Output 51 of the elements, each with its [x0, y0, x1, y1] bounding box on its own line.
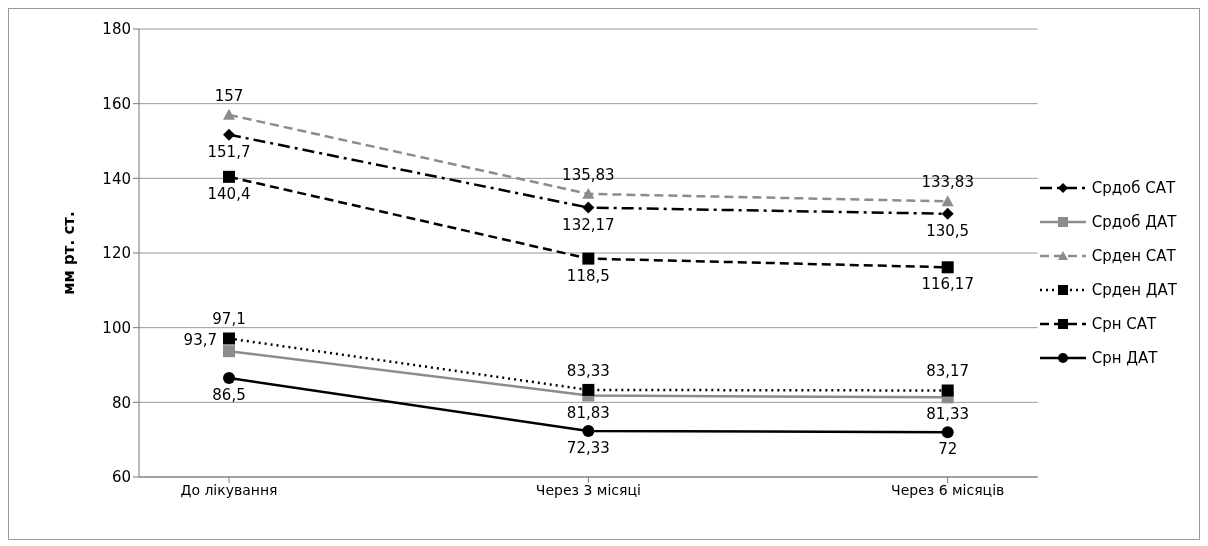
data-label: 140,4	[207, 184, 251, 203]
point	[223, 345, 235, 358]
x-tick-label: Через 6 місяців	[891, 481, 1005, 498]
data-label: 83,33	[566, 361, 610, 380]
data-label: 132,17	[562, 215, 615, 234]
data-label: 83,17	[926, 362, 970, 381]
point	[582, 201, 595, 214]
data-label: 81,83	[566, 403, 610, 422]
x-tick-label: Через 3 місяці	[535, 481, 641, 498]
point	[941, 426, 954, 439]
data-label: 97,1	[212, 310, 246, 329]
data-label: 157	[214, 86, 244, 105]
data-label: 135,83	[562, 165, 615, 184]
legend-label: Срден САТ	[1091, 247, 1176, 265]
point	[582, 383, 595, 396]
y-tick-label: 100	[102, 318, 131, 337]
point	[223, 332, 235, 345]
y-tick-label: 180	[102, 20, 131, 39]
data-label: 81,33	[926, 405, 970, 424]
y-tick-label: 160	[102, 94, 131, 113]
legend-label: Срдоб САТ	[1091, 179, 1176, 197]
point	[582, 252, 595, 265]
y-tick-label: 140	[102, 169, 131, 188]
point	[223, 108, 235, 120]
y-tick-label: 80	[111, 393, 131, 412]
point	[223, 170, 235, 183]
point	[941, 384, 954, 397]
point	[941, 261, 954, 274]
legend-label: Срн ДАТ	[1091, 349, 1158, 367]
data-label: 93,7	[183, 331, 217, 350]
data-label: 116,17	[921, 275, 974, 294]
data-label: 151,7	[207, 142, 251, 161]
legend-label: Срдоб ДАТ	[1091, 213, 1177, 231]
y-tick-label: 120	[102, 244, 131, 263]
point	[941, 207, 954, 220]
data-label: 72	[938, 440, 958, 459]
data-label: 130,5	[926, 221, 970, 240]
point	[941, 195, 954, 207]
data-label: 133,83	[921, 173, 974, 192]
legend-label: Срден ДАТ	[1091, 281, 1177, 299]
y-axis-title: мм рт. ст.	[60, 211, 79, 295]
data-label: 86,5	[212, 386, 246, 405]
point	[223, 372, 235, 385]
point	[223, 128, 235, 141]
x-tick-label: До лікування	[180, 481, 278, 498]
legend-label: Срн САТ	[1091, 315, 1157, 333]
data-label: 118,5	[566, 266, 610, 285]
point	[582, 187, 595, 199]
y-tick-label: 60	[111, 468, 131, 487]
data-label: 72,33	[566, 438, 610, 457]
point	[582, 424, 595, 437]
